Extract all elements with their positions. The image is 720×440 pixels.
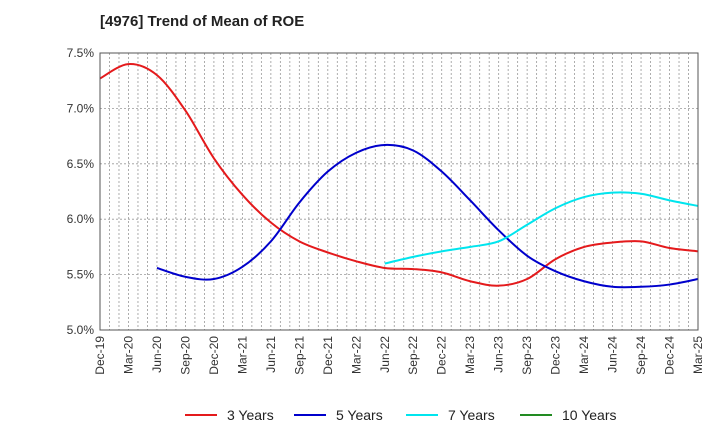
x-tick-label: Dec-24 xyxy=(663,336,677,375)
x-tick-label: Sep-23 xyxy=(520,336,534,375)
x-tick-label: Sep-21 xyxy=(292,336,306,375)
legend-label-3-years: 3 Years xyxy=(227,407,274,423)
x-tick-label: Mar-20 xyxy=(121,336,135,374)
series-line-7-years xyxy=(384,191,699,265)
x-tick-label: Sep-24 xyxy=(634,336,648,375)
plot-frame xyxy=(99,52,699,331)
y-tick-label: 6.5% xyxy=(67,157,95,171)
x-tick-label: Sep-22 xyxy=(406,336,420,375)
legend-label-10-years: 10 Years xyxy=(562,407,617,423)
legend-swatch-7-years xyxy=(406,414,438,416)
chart-title: [4976] Trend of Mean of ROE xyxy=(100,13,305,30)
legend-item-10-years: 10 Years xyxy=(520,404,617,426)
x-tick-label: Mar-22 xyxy=(349,336,363,374)
x-tick-label: Jun-23 xyxy=(492,336,506,373)
x-tick-label: Mar-24 xyxy=(577,336,591,374)
chart-legend: 3 Years 5 Years 7 Years 10 Years xyxy=(0,404,720,428)
series-line-3-years xyxy=(99,63,699,287)
legend-swatch-5-years xyxy=(294,414,326,416)
x-tick-label: Mar-23 xyxy=(463,336,477,374)
x-tick-label: Jun-21 xyxy=(264,336,278,373)
x-tick-label: Dec-23 xyxy=(549,336,563,375)
y-tick-label: 6.0% xyxy=(67,212,95,226)
x-tick-label: Dec-21 xyxy=(321,336,335,375)
legend-label-5-years: 5 Years xyxy=(336,407,383,423)
y-tick-label: 5.0% xyxy=(67,323,95,337)
series-line-5-years xyxy=(156,143,699,289)
legend-item-3-years: 3 Years xyxy=(185,404,274,426)
y-tick-label: 7.0% xyxy=(67,101,95,115)
x-tick-label: Mar-25 xyxy=(691,336,705,374)
x-tick-label: Dec-19 xyxy=(93,336,107,375)
x-tick-label: Jun-20 xyxy=(150,336,164,373)
legend-label-7-years: 7 Years xyxy=(448,407,495,423)
legend-item-5-years: 5 Years xyxy=(294,404,383,426)
x-tick-label: Dec-22 xyxy=(435,336,449,375)
x-axis-tick-labels: Dec-19 Mar-20 Jun-20 Sep-20 Dec-20 Mar-21 Jun-… xyxy=(93,336,705,375)
x-tick-label: Dec-20 xyxy=(207,336,221,375)
grid-lines xyxy=(100,53,698,330)
x-tick-label: Mar-21 xyxy=(235,336,249,374)
legend-swatch-10-years xyxy=(520,414,552,416)
y-tick-label: 5.5% xyxy=(67,268,95,282)
legend-swatch-3-years xyxy=(185,414,217,416)
y-tick-label: 7.5% xyxy=(67,46,95,60)
x-tick-label: Jun-24 xyxy=(606,336,620,373)
x-tick-label: Sep-20 xyxy=(178,336,192,375)
series-lines xyxy=(99,63,699,289)
y-axis-tick-labels: 5.0% 5.5% 6.0% 6.5% 7.0% 7.5% xyxy=(67,46,95,337)
x-tick-label: Jun-22 xyxy=(378,336,392,373)
legend-item-7-years: 7 Years xyxy=(406,404,495,426)
